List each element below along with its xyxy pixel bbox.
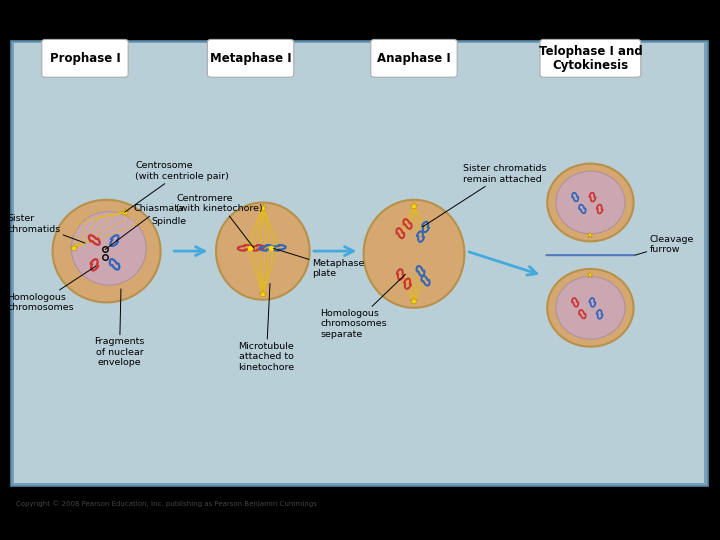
Text: Telophase I and
Cytokinesis: Telophase I and Cytokinesis — [539, 45, 642, 72]
Text: Metaphase
plate: Metaphase plate — [274, 248, 364, 278]
Text: Cleavage
furrow: Cleavage furrow — [635, 235, 694, 255]
Bar — [14, 43, 704, 483]
FancyBboxPatch shape — [207, 39, 294, 77]
Ellipse shape — [547, 164, 634, 241]
FancyBboxPatch shape — [42, 39, 128, 77]
Ellipse shape — [556, 276, 625, 339]
Text: Centrosome
(with centriole pair): Centrosome (with centriole pair) — [125, 161, 229, 212]
Text: Spindle: Spindle — [151, 217, 186, 226]
Ellipse shape — [216, 202, 310, 300]
Text: Homologous
chromosomes
separate: Homologous chromosomes separate — [320, 274, 405, 339]
Text: Centromere
(with kinetochore): Centromere (with kinetochore) — [176, 194, 263, 248]
Text: Prophase I: Prophase I — [50, 52, 120, 65]
Text: Chiasmata: Chiasmata — [105, 205, 185, 249]
Text: Homologous
chromosomes: Homologous chromosomes — [7, 266, 96, 312]
Text: Sister
chromatids: Sister chromatids — [7, 214, 85, 243]
Text: Anaphase I: Anaphase I — [377, 52, 451, 65]
Text: Fragments
of nuclear
envelope: Fragments of nuclear envelope — [94, 289, 145, 367]
Ellipse shape — [364, 200, 464, 308]
Ellipse shape — [71, 212, 146, 285]
Ellipse shape — [556, 171, 625, 234]
Text: Microtubule
attached to
kinetochore: Microtubule attached to kinetochore — [238, 284, 294, 372]
Bar — [11, 40, 708, 486]
Text: Metaphase I: Metaphase I — [210, 52, 292, 65]
Text: Copyright © 2008 Pearson Education, Inc. publishing as Pearson Benjamin Cummings: Copyright © 2008 Pearson Education, Inc.… — [16, 500, 317, 507]
FancyBboxPatch shape — [371, 39, 457, 77]
Ellipse shape — [547, 269, 634, 347]
Ellipse shape — [53, 200, 161, 302]
Text: Sister chromatids
remain attached: Sister chromatids remain attached — [423, 164, 546, 227]
FancyBboxPatch shape — [540, 39, 641, 77]
